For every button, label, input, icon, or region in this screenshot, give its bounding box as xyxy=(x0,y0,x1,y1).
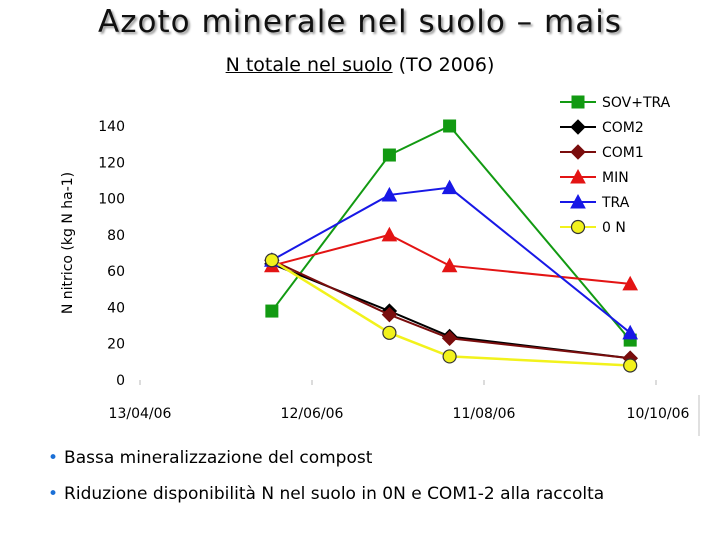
x-tick-label: 13/04/06 xyxy=(109,406,172,422)
legend-label-com1: COM1 xyxy=(602,145,644,161)
legend-marker-min xyxy=(570,168,586,184)
data-point-tra xyxy=(622,324,639,340)
data-point-0-n xyxy=(382,325,397,340)
legend-label-0-n: 0 N xyxy=(602,220,626,236)
y-tick-label: 60 xyxy=(107,264,125,280)
bullet-1-text: Bassa mineralizzazione del compost xyxy=(64,448,373,468)
data-point-com1 xyxy=(381,306,398,323)
y-tick-label: 20 xyxy=(107,337,125,353)
data-point-0-n xyxy=(623,358,638,373)
legend-marker-com2 xyxy=(570,119,586,135)
data-point-0-n xyxy=(264,253,279,268)
y-tick-label: 120 xyxy=(98,155,125,171)
bullet-1: • Bassa mineralizzazione del compost xyxy=(48,448,372,469)
data-point-min xyxy=(622,275,639,291)
page-title: Azoto minerale nel suolo – mais xyxy=(98,4,622,40)
subtitle-rest: (TO 2006) xyxy=(398,54,495,76)
chart-subtitle: N totale nel suolo (TO 2006) xyxy=(0,54,720,76)
legend-label-tra: TRA xyxy=(601,195,630,211)
legend-label-sov-tra: SOV+TRA xyxy=(602,95,671,111)
y-tick-label: 140 xyxy=(98,119,125,135)
y-tick-label: 80 xyxy=(107,228,125,244)
data-point-min xyxy=(441,257,458,273)
data-point-com1 xyxy=(441,330,458,346)
legend-label-min: MIN xyxy=(602,170,629,186)
data-point-sov-tra xyxy=(382,148,396,162)
bullet-2-text: Riduzione disponibilità N nel suolo in 0… xyxy=(64,484,605,504)
data-point-min xyxy=(381,226,398,242)
y-tick-label: 0 xyxy=(116,373,125,389)
bullet-dot: • xyxy=(48,484,59,504)
series-line-tra xyxy=(271,186,631,334)
x-tick-label: 12/06/06 xyxy=(281,406,344,422)
x-tick-label: 10/10/06 xyxy=(627,406,690,422)
legend-marker-tra xyxy=(570,193,586,209)
y-tick-label: 100 xyxy=(98,192,125,208)
series-line-sov-tra xyxy=(271,124,631,341)
series-line-com1 xyxy=(271,259,631,360)
x-tick-label: 11/08/06 xyxy=(453,406,516,422)
series-line-min xyxy=(271,233,631,285)
legend-marker-sov-tra xyxy=(571,95,585,109)
series-line-0-n xyxy=(271,259,631,367)
legend-marker-0-n xyxy=(570,219,586,235)
bullet-2: • Riduzione disponibilità N nel suolo in … xyxy=(48,484,668,505)
data-point-sov-tra xyxy=(265,304,279,318)
line-chart: 0 20 40 60 80 100 120 140 13/04/06 12/06/06 11/08/… xyxy=(60,95,700,436)
legend-marker-com1 xyxy=(570,144,586,160)
subtitle-underlined: N totale nel suolo xyxy=(225,54,393,76)
data-point-sov-tra xyxy=(443,119,457,133)
bullet-dot: • xyxy=(48,448,59,468)
y-tick-label: 40 xyxy=(107,300,125,316)
legend-label-com2: COM2 xyxy=(602,120,644,136)
data-point-tra xyxy=(381,186,398,202)
y-axis-label: N nitrico (kg N ha-1) xyxy=(60,172,76,314)
data-point-0-n xyxy=(442,349,457,364)
data-point-tra xyxy=(441,179,458,195)
